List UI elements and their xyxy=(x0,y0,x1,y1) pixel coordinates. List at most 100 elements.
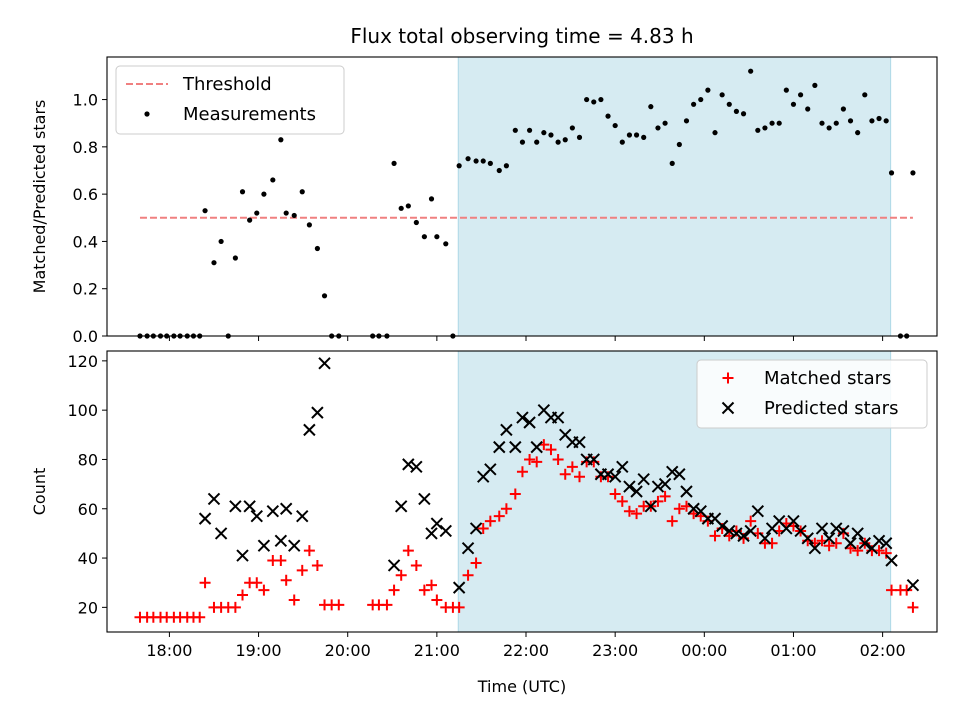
matched-stars-point xyxy=(524,453,536,465)
measurements-point xyxy=(605,113,611,119)
predicted-stars-point xyxy=(461,541,475,555)
measurements-point xyxy=(487,160,493,166)
measurements-point xyxy=(862,92,868,98)
legend: Threshold Measurements xyxy=(115,65,345,135)
measurements-point xyxy=(855,130,861,136)
measurements-point xyxy=(612,122,618,129)
measurements-point xyxy=(626,132,633,138)
y-axis-label: Count xyxy=(30,468,49,516)
matched-stars-point xyxy=(552,453,564,465)
measurements-point xyxy=(910,170,916,176)
measurements-point xyxy=(755,127,761,133)
predicted-stars-point xyxy=(723,524,736,538)
matched-stars-point xyxy=(766,537,778,549)
observing-span-highlight xyxy=(457,56,892,337)
y-axis-label: Matched/Predicted stars xyxy=(30,100,49,294)
measurements-point xyxy=(413,219,419,226)
measurements-point xyxy=(480,158,486,164)
matched-stars-point xyxy=(311,559,323,571)
predicted-stars-point xyxy=(587,453,600,466)
measurements-point xyxy=(283,210,289,216)
measurements-point xyxy=(698,96,704,103)
predicted-stars-point xyxy=(906,578,920,592)
predicted-stars-point xyxy=(296,509,309,523)
measurements-point xyxy=(876,115,882,122)
predicted-stars-point xyxy=(266,505,280,518)
matched-stars-point xyxy=(616,495,628,507)
matched-stars-point xyxy=(500,503,512,515)
measurements-point xyxy=(740,111,747,117)
measurements-point xyxy=(526,127,533,133)
matched-stars-point xyxy=(609,488,621,500)
predicted-stars-point xyxy=(198,512,212,525)
predicted-stars-point xyxy=(430,517,444,530)
matched-stars-point xyxy=(477,522,489,534)
legend-predicted-stars-marker xyxy=(721,401,735,415)
chart-title: Flux total observing time = 4.83 h xyxy=(350,24,693,48)
matched-stars-point xyxy=(880,547,892,559)
legend-box xyxy=(696,359,928,429)
predicted-stars-point xyxy=(630,485,643,498)
matched-stars-point xyxy=(303,545,315,557)
measurements-point xyxy=(712,130,718,136)
predicted-stars-point xyxy=(530,440,543,454)
matched-stars-point xyxy=(574,471,586,483)
matched-stars-point xyxy=(388,584,400,596)
measurements-point xyxy=(405,203,411,209)
predicted-stars-point xyxy=(452,581,466,594)
matched-stars-point xyxy=(251,577,263,589)
predicted-stars-point xyxy=(439,524,452,538)
measurements-point xyxy=(783,87,789,93)
predicted-stars-point xyxy=(311,406,324,419)
matched-stars-point xyxy=(516,466,528,478)
measurements-point xyxy=(503,163,509,169)
predicted-stars-point xyxy=(687,502,700,515)
matched-stars-point xyxy=(566,461,578,473)
predicted-stars-point xyxy=(879,537,893,550)
predicted-stars-point xyxy=(744,524,757,538)
predicted-stars-point xyxy=(651,480,665,493)
x-tick-label: 22:00 xyxy=(503,641,549,660)
measurements-point xyxy=(641,134,647,140)
measurements-point xyxy=(443,241,449,247)
predicted-stars-point xyxy=(830,522,843,535)
legend-measurements-marker xyxy=(144,111,150,117)
y-tick-label: 0.8 xyxy=(73,138,98,157)
measurements-point xyxy=(748,68,754,74)
measurements-point xyxy=(473,158,479,164)
predicted-stars-point xyxy=(637,472,650,486)
measurements-point xyxy=(270,177,276,183)
matched-stars-point xyxy=(288,594,300,606)
matched-stars-point xyxy=(659,490,671,502)
predicted-stars-point xyxy=(484,463,497,476)
predicted-stars-point xyxy=(303,423,316,437)
measurements-point xyxy=(776,120,782,126)
predicted-stars-point xyxy=(808,541,822,555)
predicted-stars-point xyxy=(644,500,658,513)
matched-stars-point xyxy=(237,589,249,601)
measurements-point xyxy=(291,212,297,219)
matched-stars-point xyxy=(830,537,842,549)
measurements-point xyxy=(576,134,583,140)
measurements-point xyxy=(555,139,561,145)
predicted-stars-point xyxy=(229,500,242,513)
predicted-stars-point xyxy=(801,532,814,545)
predicted-stars-point xyxy=(500,423,513,437)
y-tick-label: 40 xyxy=(78,549,98,568)
predicted-stars-point xyxy=(257,539,271,552)
matched-stars-point xyxy=(199,577,211,589)
matched-stars-point xyxy=(545,444,557,456)
axes-frame xyxy=(106,56,938,337)
y-tick-label: 20 xyxy=(78,598,98,617)
legend-predicted-stars-label: Predicted stars xyxy=(764,398,898,419)
measurements-point xyxy=(456,163,462,169)
measurements-point xyxy=(883,118,889,124)
matched-stars-point xyxy=(275,555,287,567)
predicted-stars-point xyxy=(214,527,228,540)
predicted-stars-point xyxy=(318,357,331,370)
y-tick-label: 120 xyxy=(67,352,98,371)
predicted-stars-point xyxy=(815,522,829,535)
predicted-stars-point xyxy=(516,411,529,424)
predicted-stars-point xyxy=(844,537,857,550)
